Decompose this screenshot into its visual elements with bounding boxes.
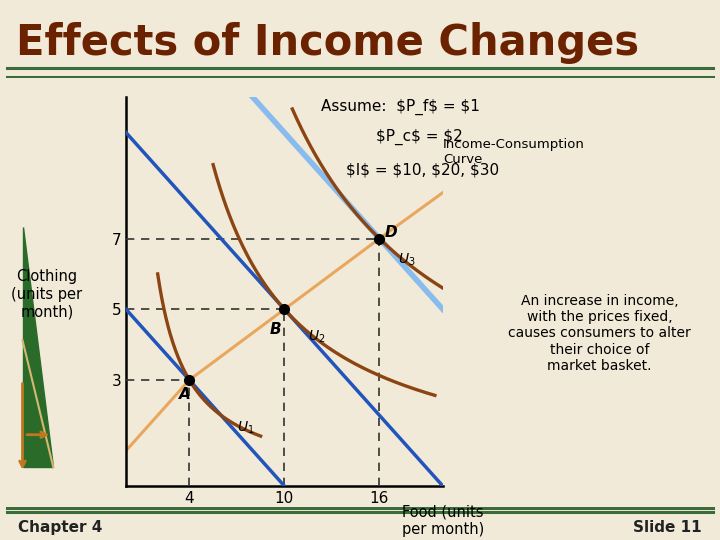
Text: Chapter 4: Chapter 4	[18, 520, 102, 535]
Text: $P_c$ = $2: $P_c$ = $2	[376, 129, 462, 145]
Text: Clothing
(units per
month): Clothing (units per month)	[12, 269, 82, 319]
Text: Slide 11: Slide 11	[634, 520, 702, 535]
Text: $U_2$: $U_2$	[308, 329, 325, 346]
Polygon shape	[22, 227, 53, 467]
Text: A: A	[179, 387, 191, 402]
Text: $U_1$: $U_1$	[237, 419, 254, 436]
Text: $U_3$: $U_3$	[398, 251, 416, 268]
Text: B: B	[270, 322, 282, 337]
Text: D: D	[384, 225, 397, 240]
Text: An increase in income,
with the prices fixed,
causes consumers to alter
their ch: An increase in income, with the prices f…	[508, 294, 690, 373]
Text: Food (units
per month): Food (units per month)	[402, 505, 484, 537]
Text: Effects of Income Changes: Effects of Income Changes	[16, 22, 639, 64]
Text: Income-Consumption
Curve: Income-Consumption Curve	[443, 138, 585, 166]
Text: $I$ = $10, $20, $30: $I$ = $10, $20, $30	[346, 163, 500, 178]
Text: Assume:  $P_f$ = $1: Assume: $P_f$ = $1	[320, 99, 480, 115]
